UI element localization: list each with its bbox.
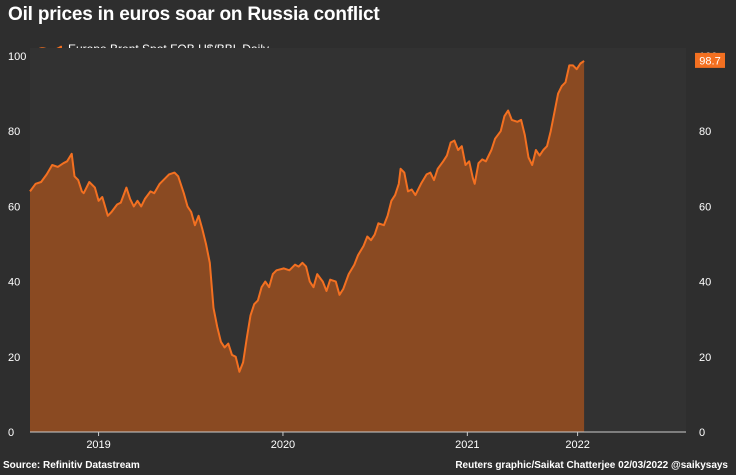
y-tick-label-right: 20 (699, 352, 711, 364)
x-tick-label: 2021 (455, 439, 479, 451)
y-tick-label-right: 0 (699, 427, 705, 439)
y-tick-label-left: 60 (8, 201, 20, 213)
chart-title: Oil prices in euros soar on Russia confl… (8, 4, 380, 25)
source-note: Source: Refinitiv Datastream (3, 460, 140, 471)
x-tick-label: 2020 (271, 439, 295, 451)
y-tick-label-right: 80 (699, 126, 711, 138)
series-line (29, 60, 585, 373)
last-value-label: 98.7 (699, 55, 720, 67)
x-tick-label: 2022 (565, 439, 589, 451)
x-tick-label: 2019 (86, 439, 110, 451)
y-tick-label-left: 0 (8, 427, 14, 439)
y-tick-label-left: 20 (8, 352, 20, 364)
y-tick-label-right: 40 (699, 277, 711, 289)
y-tick-label-left: 40 (8, 277, 20, 289)
y-tick-label-left: 100 (8, 51, 26, 63)
credit-note: Reuters graphic/Saikat Chatterjee 02/03/… (455, 460, 728, 471)
last-value-badge (695, 52, 725, 68)
y-tick-label-right: 60 (699, 201, 711, 213)
y-tick-label-left: 80 (8, 126, 20, 138)
series-area (30, 60, 585, 433)
